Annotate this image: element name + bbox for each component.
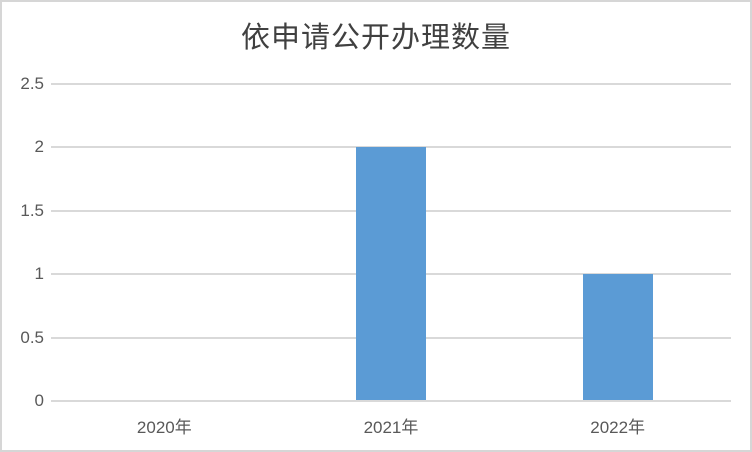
y-tick-label-1: 1 — [34, 264, 44, 284]
gridline-2 — [51, 146, 731, 149]
x-axis-label-2022年: 2022年 — [590, 418, 646, 437]
x-axis-label-2020年: 2020年 — [136, 418, 192, 437]
chart-title: 依申请公开办理数量 — [240, 20, 511, 54]
x-axis-label-2021年: 2021年 — [363, 418, 419, 437]
x-axis-line — [51, 400, 731, 402]
bar-2022年 — [582, 274, 653, 401]
y-tick-label-0: 0 — [34, 391, 44, 410]
y-tick-label-0.5: 0.5 — [20, 327, 44, 347]
gridline-2.5 — [51, 83, 731, 85]
bar-2021年 — [356, 147, 426, 401]
y-tick-label-1.5: 1.5 — [20, 200, 44, 220]
y-tick-label-2.5: 2.5 — [20, 74, 44, 93]
y-tick-label-2: 2 — [34, 137, 44, 157]
plot-area — [51, 83, 731, 402]
